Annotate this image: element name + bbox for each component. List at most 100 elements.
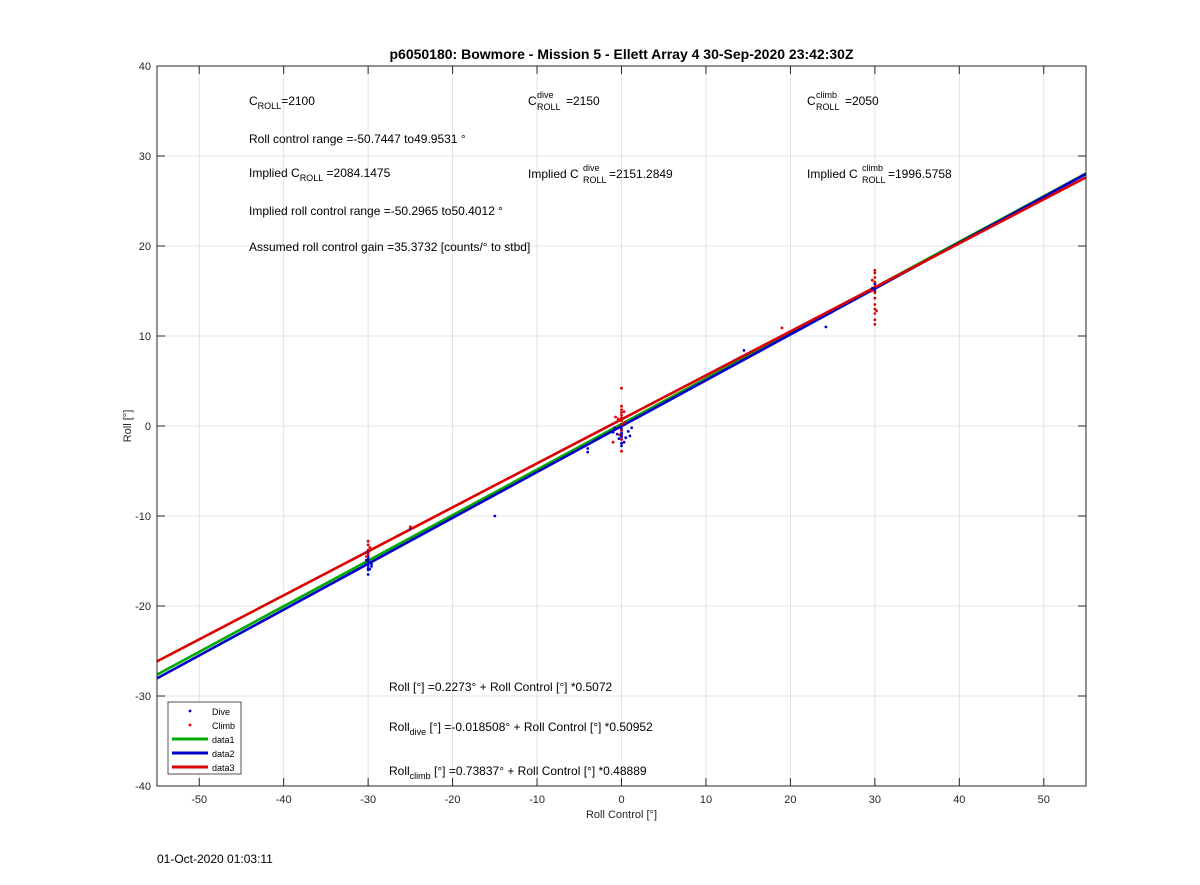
point-dive <box>742 349 746 352</box>
legend-label-climb: Climb <box>212 721 235 731</box>
point-climb <box>620 438 623 441</box>
point-dive <box>824 325 828 329</box>
point-climb <box>366 539 370 543</box>
svg-text:Implied C: Implied C <box>807 167 858 181</box>
point-climb <box>873 312 877 315</box>
x-tick-label: -30 <box>360 794 376 806</box>
point-climb <box>870 289 873 293</box>
point-climb <box>873 318 877 322</box>
point-climb <box>620 386 623 390</box>
x-axis-label: Roll Control [°] <box>586 809 657 821</box>
x-tick-label: -40 <box>276 794 292 806</box>
point-climb <box>873 291 877 295</box>
point-climb <box>873 322 877 326</box>
point-climb <box>873 268 877 272</box>
svg-text:=2151.2849: =2151.2849 <box>609 167 673 181</box>
svg-text:dive: dive <box>583 163 600 173</box>
point-dive <box>620 444 623 448</box>
x-tick-label: 30 <box>869 794 881 806</box>
point-dive <box>586 450 590 454</box>
svg-text:Implied C: Implied C <box>528 167 579 181</box>
svg-text:climb: climb <box>816 90 837 100</box>
point-dive <box>366 573 370 576</box>
point-climb <box>365 555 368 558</box>
point-climb <box>873 271 877 275</box>
point-dive <box>364 563 368 566</box>
legend-label-data2: data2 <box>212 749 235 759</box>
y-tick-label: 20 <box>139 241 151 253</box>
point-dive <box>870 286 874 290</box>
x-tick-label: 10 <box>700 794 712 806</box>
data-points <box>364 268 878 576</box>
svg-text:ROLL: ROLL <box>583 175 607 185</box>
x-tick-label: -20 <box>445 794 461 806</box>
point-climb <box>620 422 623 426</box>
point-dive <box>370 562 373 566</box>
x-tick-label: 40 <box>953 794 965 806</box>
point-dive <box>615 432 619 436</box>
point-dive <box>493 514 497 518</box>
point-climb <box>620 411 623 414</box>
point-climb <box>875 309 878 313</box>
point-dive <box>365 558 368 562</box>
annotation-croll-dive: C dive ROLL =2150 <box>528 90 600 112</box>
chart-title: p6050180: Bowmore - Mission 5 - Ellett A… <box>389 46 853 62</box>
point-dive <box>622 440 626 444</box>
x-tick-label: 50 <box>1038 794 1050 806</box>
svg-text:ROLL: ROLL <box>537 102 561 112</box>
y-tick-label: 10 <box>139 331 151 343</box>
y-tick-label: 0 <box>145 421 151 433</box>
point-climb <box>620 429 623 432</box>
legend-label-data3: data3 <box>212 763 235 773</box>
svg-text:=2150: =2150 <box>566 94 600 108</box>
legend-marker-climb <box>188 723 192 727</box>
axis-ticks: -50 -40 -30 -20 -10 0 10 20 30 40 50 -40 -30 -20 -10 0 1… <box>135 61 1086 806</box>
point-dive <box>366 564 370 567</box>
point-climb <box>870 278 874 282</box>
point-dive <box>620 431 623 435</box>
point-dive <box>586 447 590 450</box>
point-dive <box>628 434 632 438</box>
point-dive <box>624 436 628 440</box>
svg-text:=2050: =2050 <box>845 94 879 108</box>
point-climb <box>366 543 370 547</box>
legend-label-dive: Dive <box>212 707 230 717</box>
y-tick-label: 30 <box>139 151 151 163</box>
x-tick-label: 0 <box>618 794 624 806</box>
y-tick-label: -30 <box>135 691 151 703</box>
y-axis-label: Roll [°] <box>122 410 134 443</box>
svg-text:C: C <box>528 94 537 108</box>
point-dive <box>613 426 617 430</box>
equation-dive: Rolldive [°] =-0.018508° + Roll Control … <box>389 720 653 737</box>
legend-label-data1: data1 <box>212 735 235 745</box>
annotation-gain: Assumed roll control gain =35.3732 [coun… <box>249 240 530 254</box>
point-dive <box>617 437 621 440</box>
y-tick-label: -40 <box>135 781 151 793</box>
point-climb <box>368 546 372 549</box>
legend: Dive Climb data1 data2 data3 <box>167 701 242 775</box>
footer-timestamp: 01-Oct-2020 01:03:11 <box>157 852 273 866</box>
annotation-implied-dive: Implied C dive ROLL =2151.2849 <box>528 163 673 185</box>
svg-text:ROLL: ROLL <box>862 175 886 185</box>
point-climb <box>366 552 370 556</box>
point-climb <box>873 276 877 279</box>
equation-climb: Rollclimb [°] =0.73837° + Roll Control [… <box>389 764 647 781</box>
x-tick-label: 20 <box>784 794 796 806</box>
point-climb <box>780 326 784 330</box>
annotation-implied-range: Implied roll control range =-50.2965 to5… <box>249 204 503 218</box>
point-climb <box>620 416 623 420</box>
y-tick-label: 40 <box>139 61 151 73</box>
point-dive <box>368 567 372 571</box>
point-climb <box>620 419 623 422</box>
annotation-croll-climb: C climb ROLL =2050 <box>807 90 879 112</box>
annotation-implied-climb: Implied C climb ROLL =1996.5758 <box>807 163 952 185</box>
legend-marker-dive <box>188 709 192 713</box>
svg-text:climb: climb <box>862 163 883 173</box>
point-climb <box>366 548 370 552</box>
point-dive <box>620 441 623 445</box>
point-dive <box>626 430 630 433</box>
point-climb <box>618 433 622 437</box>
point-dive <box>611 430 615 434</box>
svg-text:dive: dive <box>537 90 554 100</box>
